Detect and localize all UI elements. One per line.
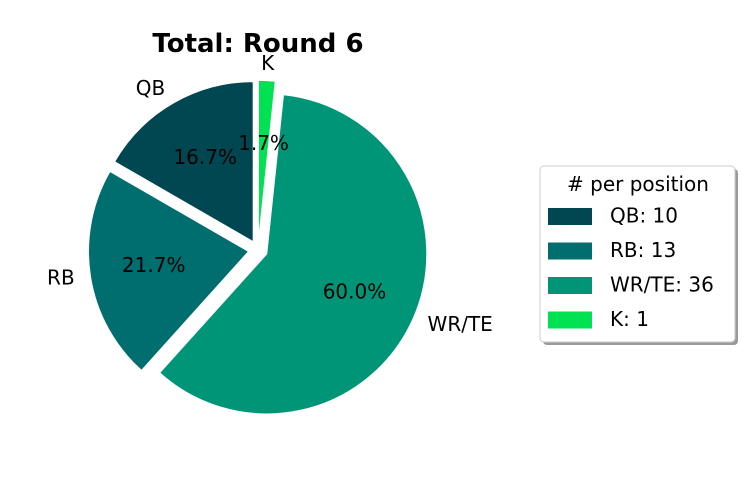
percent-label: 1.7% <box>238 131 289 155</box>
pie-slices <box>88 79 428 415</box>
legend-title: # per position <box>567 172 709 196</box>
percent-label: 60.0% <box>323 279 387 303</box>
legend-swatch <box>548 277 592 294</box>
category-label: WR/TE <box>428 312 493 336</box>
legend-label: RB: 13 <box>610 238 676 262</box>
legend-label: QB: 10 <box>610 204 678 228</box>
legend: # per position QB: 10 RB: 13 WR/TE: 36 K: 1 <box>539 165 738 345</box>
category-label: QB <box>136 76 165 100</box>
legend-label: WR/TE: 36 <box>610 273 714 297</box>
category-label: K <box>261 51 275 75</box>
category-labels: QB RB WR/TE K <box>47 51 493 336</box>
pie-slice-wr-te <box>159 94 428 415</box>
pie-slice-k <box>258 79 276 241</box>
pie-slice-qb <box>113 81 254 243</box>
legend-swatch <box>548 311 592 329</box>
percent-label: 16.7% <box>173 145 237 169</box>
pie-slice-rb <box>88 170 250 372</box>
legend-label: K: 1 <box>610 307 649 331</box>
percent-label: 21.7% <box>122 253 186 277</box>
legend-swatch <box>548 242 592 260</box>
chart-title: Total: Round 6 <box>152 29 363 59</box>
percent-labels: 16.7% 21.7% 60.0% 1.7% <box>122 131 386 303</box>
legend-swatch <box>548 208 592 225</box>
legend-items: QB: 10 RB: 13 WR/TE: 36 K: 1 <box>548 204 714 331</box>
category-label: RB <box>47 266 75 290</box>
